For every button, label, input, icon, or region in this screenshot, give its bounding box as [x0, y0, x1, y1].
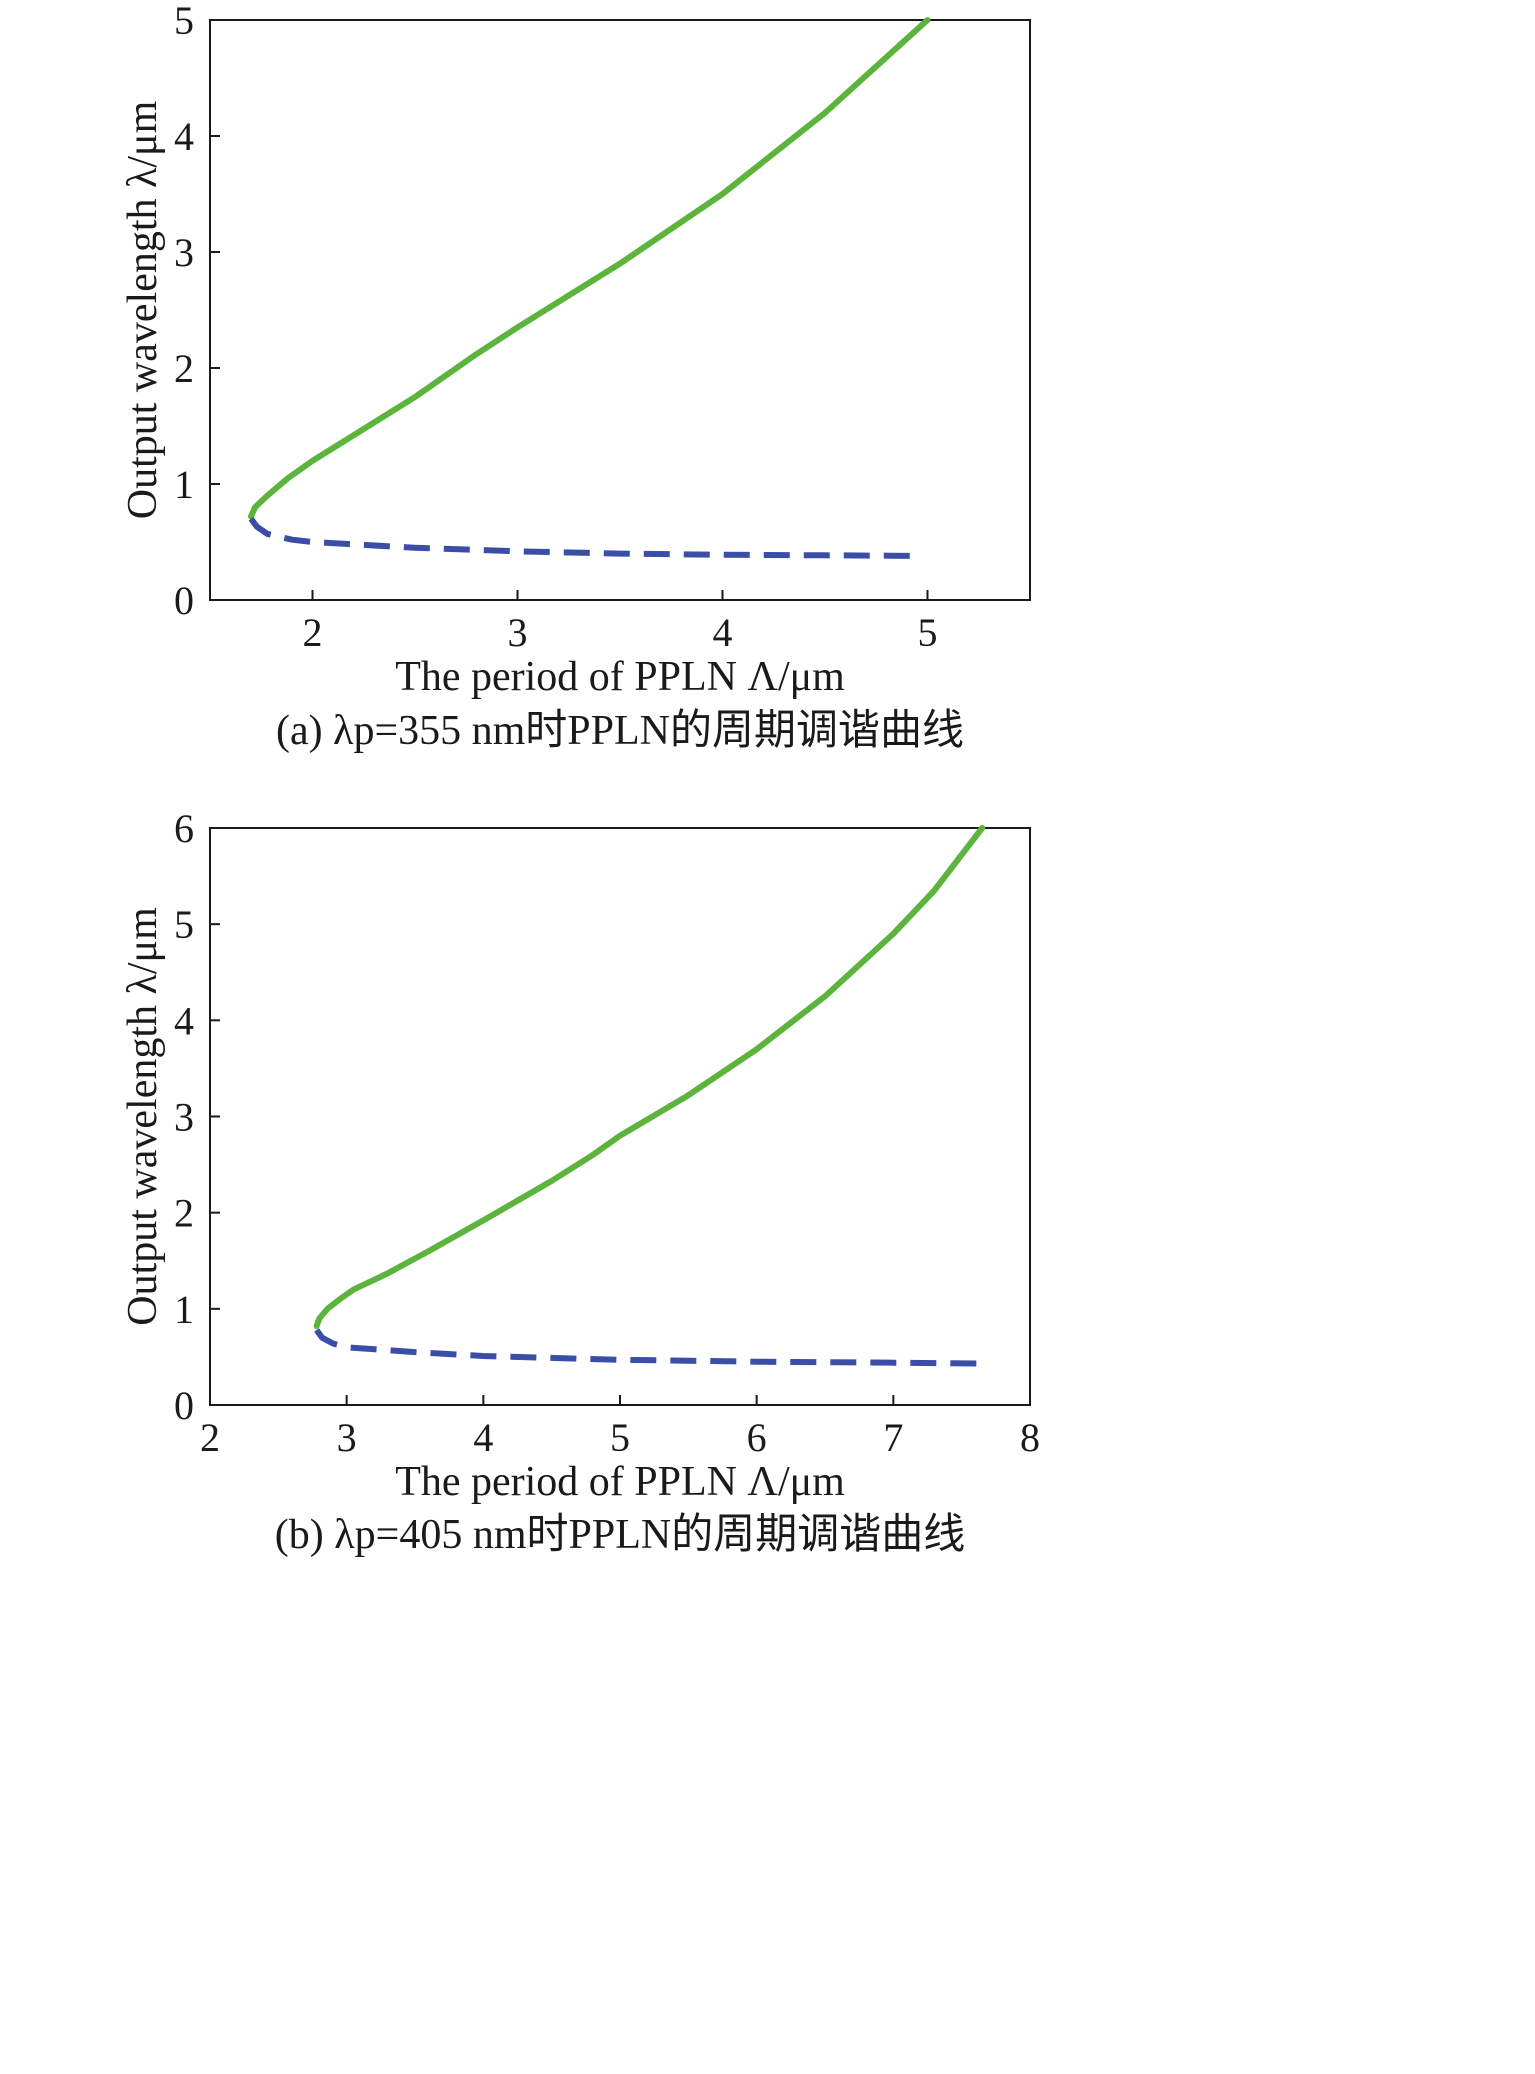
caption-b: (b) λp=405 nm时PPLN的周期调谐曲线: [275, 1512, 965, 1558]
chart-b: 2 3 4 5 6 7 8 0 1 2 3 4 5 6 The period of PPLN Λ/μm O…: [120, 806, 1040, 1558]
plot-frame-a: [209, 19, 1031, 601]
ticks-a: 2 3 4 5 0 1 2 3 4 5: [174, 0, 938, 655]
x-tick-label-b: 7: [883, 1415, 903, 1460]
dashed-curve-a: [248, 516, 918, 559]
y-tick-label-b: 3: [174, 1095, 194, 1140]
solid-curve-a: [248, 17, 931, 520]
y-axis-label-a: Output wavelength λ/μm: [120, 100, 166, 519]
x-tick-label-b: 4: [473, 1415, 493, 1460]
x-tick-label-b: 2: [200, 1415, 220, 1460]
series-group-b: [313, 825, 986, 1367]
plot-frame-b: [209, 827, 1031, 1406]
y-tick-label-b: 0: [174, 1383, 194, 1428]
ticks-b: 2 3 4 5 6 7 8 0 1 2 3 4 5 6: [174, 806, 1040, 1460]
x-tick-label-b: 8: [1020, 1415, 1040, 1460]
x-axis-label-a: The period of PPLN Λ/μm: [395, 654, 845, 700]
y-axis-label-b: Output wavelength λ/μm: [120, 907, 166, 1326]
series-group-a: [248, 17, 931, 559]
y-tick-label-b: 1: [174, 1287, 194, 1332]
x-tick-label-a: 3: [508, 610, 528, 655]
y-tick-label-a: 1: [174, 462, 194, 507]
caption-a: (a) λp=355 nm时PPLN的周期调谐曲线: [276, 708, 964, 754]
y-tick-label-a: 0: [174, 578, 194, 623]
x-tick-label-a: 4: [713, 610, 733, 655]
y-tick-label-b: 4: [174, 998, 194, 1043]
y-tick-label-a: 5: [174, 0, 194, 43]
solid-curve-b: [313, 825, 986, 1330]
dashed-curve-b: [314, 1328, 983, 1367]
y-tick-label-b: 2: [174, 1191, 194, 1236]
y-tick-label-a: 3: [174, 230, 194, 275]
y-tick-label-b: 5: [174, 902, 194, 947]
y-tick-label-a: 2: [174, 346, 194, 391]
x-tick-label-b: 6: [747, 1415, 767, 1460]
x-tick-label-a: 5: [918, 610, 938, 655]
x-axis-label-b: The period of PPLN Λ/μm: [395, 1459, 845, 1505]
x-tick-label-a: 2: [303, 610, 323, 655]
chart-a: 2 3 4 5 0 1 2 3 4 5 The period of PPLN Λ/μm Outpu…: [120, 0, 1031, 754]
y-tick-label-a: 4: [174, 114, 194, 159]
x-tick-label-b: 5: [610, 1415, 630, 1460]
x-tick-label-b: 3: [337, 1415, 357, 1460]
y-tick-label-b: 6: [174, 806, 194, 851]
